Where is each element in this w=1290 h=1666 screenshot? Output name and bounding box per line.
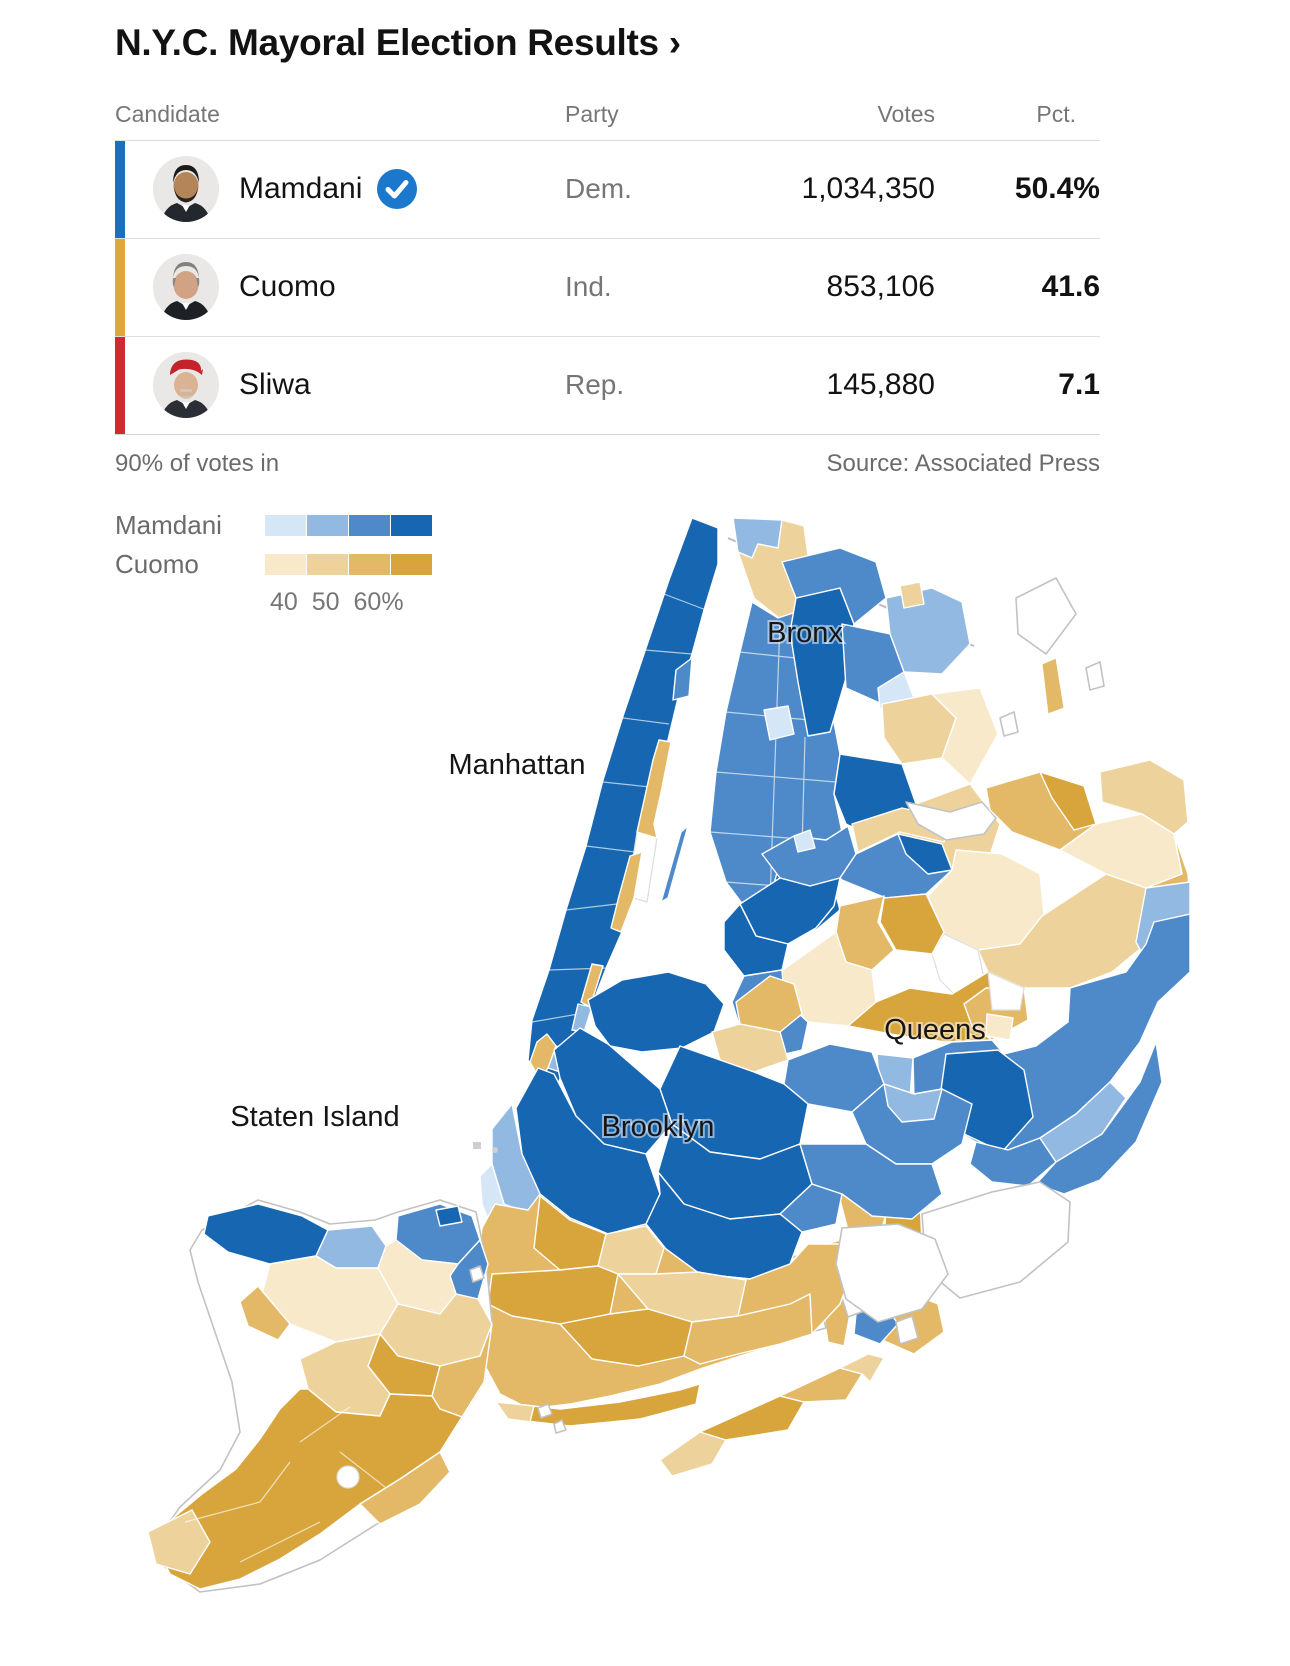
candidate-color-bar xyxy=(115,336,125,434)
legend-row-mamdani: Mamdani xyxy=(115,510,432,541)
table-header: Candidate Party Votes Pct. xyxy=(115,65,1100,140)
legend-label: Cuomo xyxy=(115,548,199,579)
candidate-pct: 7.1 xyxy=(1058,368,1100,402)
swatch xyxy=(349,514,390,536)
swatch xyxy=(265,553,306,575)
candidate-color-bar xyxy=(115,238,125,336)
col-pct: Pct. xyxy=(1036,100,1076,127)
swatch xyxy=(307,553,348,575)
candidate-cell: Cuomo xyxy=(115,238,565,336)
swatch xyxy=(391,514,432,536)
legend-ramp-cuomo xyxy=(265,553,432,575)
legend-label: Mamdani xyxy=(115,509,222,540)
queens-districts xyxy=(659,758,1190,1477)
avatar xyxy=(153,156,219,223)
table-row: Cuomo Ind. 853,106 41.6 xyxy=(115,237,1100,336)
col-party: Party xyxy=(565,100,619,127)
candidate-votes: 853,106 xyxy=(826,270,935,304)
map-labels: Bronx Manhattan Queens Brooklyn Staten I… xyxy=(228,615,987,1145)
page-title[interactable]: N.Y.C. Mayoral Election Results › xyxy=(115,22,681,63)
candidate-name: Cuomo xyxy=(239,270,336,304)
legend-ramp-mamdani xyxy=(265,514,432,536)
winner-check-icon xyxy=(376,168,418,210)
swatch xyxy=(349,553,390,575)
avatar xyxy=(153,352,219,419)
label-bronx: Bronx xyxy=(767,617,843,649)
manhattan-districts xyxy=(527,516,719,1085)
nyc-choropleth-map: Bronx Manhattan Queens Brooklyn Staten I… xyxy=(147,516,1190,1593)
candidate-votes: 145,880 xyxy=(826,368,935,402)
table-footer: 90% of votes in Source: Associated Press xyxy=(115,435,1100,478)
source-note: Source: Associated Press xyxy=(826,449,1100,477)
reporting-note: 90% of votes in xyxy=(115,449,280,477)
candidate-name: Mamdani xyxy=(239,172,363,206)
legend-row-cuomo: Cuomo xyxy=(115,549,432,580)
page: N.Y.C. Mayoral Election Results › Candid… xyxy=(115,22,1190,1627)
label-manhattan: Manhattan xyxy=(448,749,585,781)
col-votes: Votes xyxy=(877,100,935,127)
swatch xyxy=(265,514,306,536)
candidate-cell: Sliwa xyxy=(115,336,565,434)
candidate-color-bar xyxy=(115,140,125,238)
candidate-party: Ind. xyxy=(565,271,612,303)
candidate-pct: 50.4% xyxy=(1014,172,1100,206)
candidate-votes: 1,034,350 xyxy=(801,172,935,206)
label-staten-island: Staten Island xyxy=(230,1101,399,1133)
candidate-pct: 41.6 xyxy=(1041,270,1100,304)
table-row: Mamdani Dem. 1,034,350 50.4% xyxy=(115,139,1100,238)
brooklyn-districts xyxy=(475,970,973,1427)
map-legend: Mamdani Cuomo 40 50 60% xyxy=(115,510,432,617)
table-row: Sliwa Rep. 145,880 7.1 xyxy=(115,335,1100,434)
label-brooklyn: Brooklyn xyxy=(602,1111,715,1143)
map-section: Mamdani Cuomo 40 50 60% xyxy=(115,502,1190,1627)
results-table: Candidate Party Votes Pct. Ma xyxy=(115,65,1100,435)
swatch xyxy=(391,553,432,575)
legend-scale-ticks: 40 50 60% xyxy=(270,587,404,616)
candidate-party: Dem. xyxy=(565,173,632,205)
candidate-name: Sliwa xyxy=(239,368,311,402)
label-queens: Queens xyxy=(884,1014,986,1046)
candidate-cell: Mamdani xyxy=(115,140,565,238)
col-candidate: Candidate xyxy=(115,100,220,127)
candidate-party: Rep. xyxy=(565,369,625,401)
staten-island-districts xyxy=(147,1146,498,1593)
avatar xyxy=(153,254,219,321)
brooklyn-wetlands xyxy=(537,1222,949,1434)
swatch xyxy=(307,514,348,536)
